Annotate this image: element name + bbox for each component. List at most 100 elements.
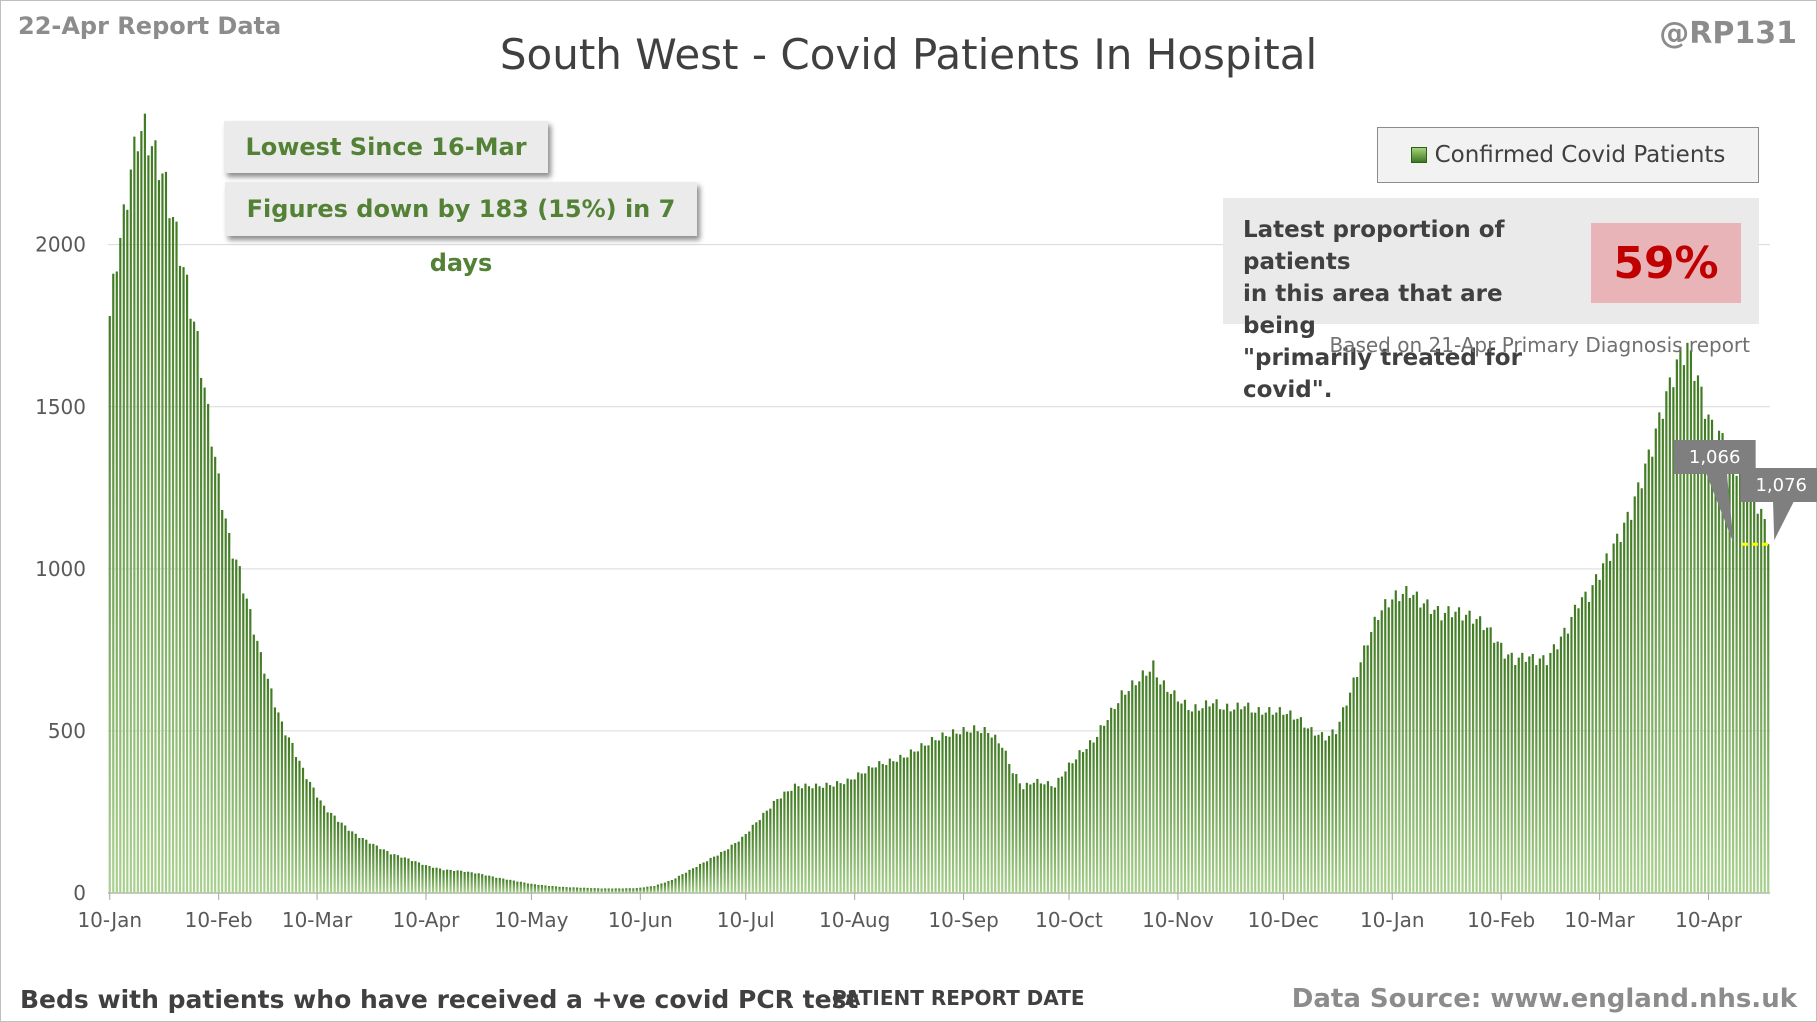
bar: [1763, 519, 1766, 893]
bar: [273, 707, 276, 893]
bar: [1327, 735, 1331, 893]
bar: [916, 751, 920, 893]
bar: [196, 331, 199, 893]
bar: [590, 888, 593, 893]
annotation-box: [1740, 468, 1817, 541]
bar: [1640, 488, 1643, 893]
bar: [509, 879, 512, 893]
bar: [1043, 784, 1046, 893]
bar: [1633, 496, 1636, 893]
bar: [1208, 706, 1211, 893]
chart-title: South West - Covid Patients In Hospital: [499, 30, 1318, 79]
bar: [1665, 391, 1668, 893]
bar: [1092, 742, 1095, 893]
bar: [386, 851, 389, 893]
bar: [681, 874, 684, 893]
bar: [154, 140, 157, 894]
bar: [122, 204, 125, 894]
bar: [976, 731, 979, 893]
bar: [1106, 720, 1109, 893]
bar: [470, 872, 473, 893]
bar: [944, 735, 948, 893]
footer-description: Beds with patients who have received a +…: [20, 985, 859, 1014]
bar: [1053, 787, 1057, 893]
bar: [1324, 740, 1327, 893]
bar: [1514, 665, 1517, 893]
bar: [1479, 616, 1482, 893]
bar: [1721, 433, 1724, 893]
bar: [421, 864, 424, 893]
x-tick-label: 10-Nov: [1142, 908, 1214, 932]
x-tick-label: 10-Jan: [77, 908, 142, 932]
bar: [1679, 346, 1682, 893]
bar: [1264, 712, 1267, 893]
bar: [1394, 590, 1397, 893]
bar: [368, 843, 371, 893]
bar: [1760, 508, 1763, 893]
bar: [1320, 732, 1324, 893]
bar: [800, 788, 804, 893]
bar: [881, 763, 884, 893]
bar: [1180, 703, 1183, 893]
bar: [702, 862, 705, 893]
bar: [252, 634, 255, 893]
bar: [1004, 750, 1007, 893]
bar: [214, 456, 217, 893]
bar: [635, 888, 638, 893]
bar: [1742, 472, 1745, 893]
bar: [864, 773, 867, 893]
bar: [108, 315, 111, 893]
bar: [207, 403, 210, 893]
bar: [523, 882, 526, 893]
bar: [164, 171, 168, 893]
bar: [1250, 712, 1253, 893]
bar: [1552, 644, 1555, 893]
bar: [1454, 611, 1457, 893]
bar: [1370, 632, 1373, 893]
bar: [1152, 660, 1155, 893]
bar: [783, 791, 786, 893]
bar: [1626, 511, 1629, 893]
bar: [579, 887, 582, 893]
bar: [1215, 699, 1218, 893]
bar: [962, 727, 965, 893]
bar: [372, 843, 375, 893]
bar: [1594, 574, 1598, 893]
bar: [1686, 342, 1689, 894]
bar: [618, 888, 621, 893]
bar: [762, 812, 765, 893]
bar: [319, 800, 322, 893]
bar: [1341, 707, 1345, 893]
bar: [129, 169, 132, 894]
bar: [393, 854, 396, 893]
bar: [1173, 690, 1176, 893]
bar: [1496, 641, 1499, 893]
bar: [927, 745, 930, 893]
bar: [1036, 778, 1039, 893]
bar: [1549, 652, 1552, 893]
bar: [185, 274, 189, 893]
bar: [797, 786, 800, 893]
bar: [691, 868, 695, 893]
bar: [951, 729, 955, 893]
bar: [1672, 387, 1675, 893]
bar: [902, 757, 905, 893]
bar: [347, 830, 350, 893]
bar: [410, 861, 414, 893]
bar: [1155, 677, 1158, 893]
bar: [899, 754, 902, 893]
bar: [1211, 703, 1215, 893]
bar: [1078, 750, 1081, 893]
bar: [1507, 654, 1510, 893]
bar: [1233, 709, 1236, 893]
bar: [983, 727, 986, 893]
bar: [1120, 690, 1123, 893]
bar: [758, 820, 761, 893]
bar: [772, 800, 775, 893]
bar: [1338, 721, 1341, 893]
bar: [1046, 781, 1050, 893]
x-tick-label: 10-Mar: [1564, 908, 1635, 932]
bar: [677, 875, 681, 893]
bar: [178, 265, 182, 894]
